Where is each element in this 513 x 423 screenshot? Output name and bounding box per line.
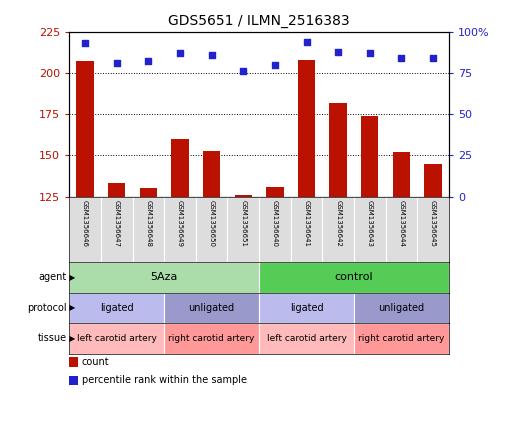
- Text: GSM1356648: GSM1356648: [145, 200, 151, 247]
- Bar: [386, 197, 417, 262]
- Point: [176, 50, 184, 57]
- Title: GDS5651 / ILMN_2516383: GDS5651 / ILMN_2516383: [168, 14, 350, 28]
- Text: tissue: tissue: [37, 333, 67, 343]
- Bar: [417, 197, 449, 262]
- Point: [113, 60, 121, 66]
- Text: GSM1356650: GSM1356650: [209, 200, 214, 247]
- Point: [334, 48, 342, 55]
- Bar: [259, 262, 449, 293]
- Text: agent: agent: [38, 272, 67, 283]
- Text: ligated: ligated: [290, 303, 323, 313]
- Bar: [69, 262, 259, 293]
- Bar: [69, 357, 77, 367]
- Bar: [393, 152, 410, 197]
- Text: protocol: protocol: [27, 303, 67, 313]
- Bar: [132, 197, 164, 262]
- Bar: [140, 189, 157, 197]
- Point: [144, 58, 152, 65]
- Bar: [164, 293, 259, 323]
- Bar: [291, 197, 322, 262]
- Bar: [259, 293, 354, 323]
- Text: GSM1356649: GSM1356649: [177, 200, 183, 247]
- Text: 5Aza: 5Aza: [150, 272, 178, 283]
- Text: GSM1356644: GSM1356644: [399, 200, 404, 247]
- Text: unligated: unligated: [379, 303, 424, 313]
- Bar: [171, 139, 189, 197]
- Bar: [354, 323, 449, 354]
- Bar: [101, 197, 132, 262]
- Text: ligated: ligated: [100, 303, 133, 313]
- Text: GSM1356640: GSM1356640: [272, 200, 278, 247]
- Bar: [164, 323, 259, 354]
- Bar: [322, 197, 354, 262]
- Bar: [259, 197, 291, 262]
- Text: ▶: ▶: [67, 334, 75, 343]
- Bar: [361, 116, 379, 197]
- Text: ▶: ▶: [67, 303, 75, 313]
- Bar: [164, 197, 196, 262]
- Bar: [259, 323, 354, 354]
- Bar: [424, 164, 442, 197]
- Bar: [354, 293, 449, 323]
- Text: GSM1356645: GSM1356645: [430, 200, 436, 247]
- Text: GSM1356646: GSM1356646: [82, 200, 88, 247]
- Point: [397, 55, 405, 61]
- Text: GSM1356641: GSM1356641: [304, 200, 309, 247]
- Bar: [329, 103, 347, 197]
- Point: [302, 38, 310, 45]
- Bar: [69, 376, 77, 385]
- Bar: [69, 323, 164, 354]
- Point: [239, 68, 247, 75]
- Text: GSM1356647: GSM1356647: [114, 200, 120, 247]
- Bar: [196, 197, 227, 262]
- Point: [429, 55, 437, 61]
- Text: control: control: [334, 272, 373, 283]
- Text: left carotid artery: left carotid artery: [267, 334, 346, 343]
- Bar: [69, 197, 101, 262]
- Point: [207, 52, 215, 58]
- Text: right carotid artery: right carotid artery: [358, 334, 445, 343]
- Text: count: count: [82, 357, 109, 367]
- Point: [366, 50, 374, 57]
- Bar: [69, 293, 164, 323]
- Text: GSM1356651: GSM1356651: [240, 200, 246, 247]
- Bar: [298, 60, 315, 197]
- Text: unligated: unligated: [189, 303, 234, 313]
- Bar: [354, 197, 386, 262]
- Bar: [266, 187, 284, 197]
- Bar: [108, 184, 125, 197]
- Point: [271, 61, 279, 68]
- Text: ▶: ▶: [67, 273, 75, 282]
- Text: GSM1356642: GSM1356642: [335, 200, 341, 247]
- Point: [81, 40, 89, 47]
- Bar: [227, 197, 259, 262]
- Bar: [76, 61, 94, 197]
- Text: left carotid artery: left carotid artery: [77, 334, 156, 343]
- Text: right carotid artery: right carotid artery: [168, 334, 255, 343]
- Text: GSM1356643: GSM1356643: [367, 200, 373, 247]
- Bar: [203, 151, 220, 197]
- Text: percentile rank within the sample: percentile rank within the sample: [82, 375, 247, 385]
- Bar: [234, 195, 252, 197]
